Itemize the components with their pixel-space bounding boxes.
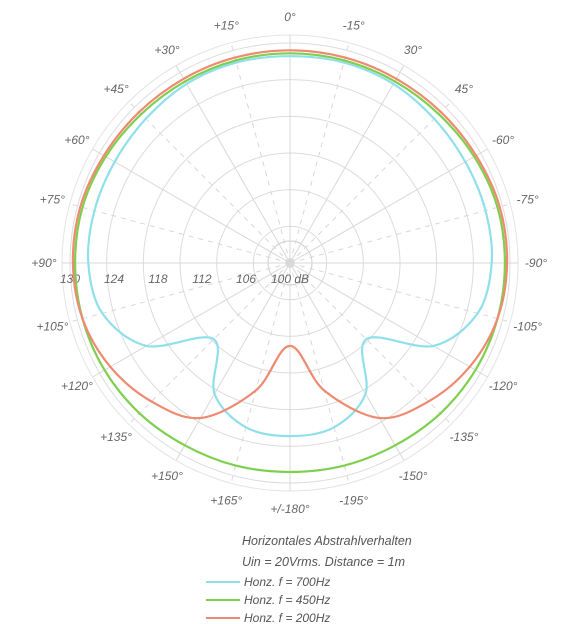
- grid-spoke: [289, 148, 488, 264]
- angle-label: 0°: [284, 10, 296, 24]
- angle-label: +15°: [214, 18, 239, 32]
- angle-label: -90°: [525, 256, 547, 270]
- series-curves: [71, 49, 509, 474]
- angle-label: +165°: [210, 494, 242, 508]
- angle-label: 30°: [404, 43, 422, 57]
- angle-label: -150°: [399, 469, 428, 483]
- polar-grid: [61, 34, 519, 492]
- grid-spoke: [289, 42, 350, 264]
- grid-spoke: [289, 262, 511, 323]
- angle-label: +150°: [151, 469, 183, 483]
- grid-spoke: [289, 262, 405, 461]
- grid-spoke: [175, 262, 291, 461]
- angle-label: +90°: [31, 256, 56, 270]
- legend: Honz. f = 700Hz Honz. f = 450Hz Honz. f …: [206, 575, 330, 624]
- angle-label: +45°: [103, 82, 128, 96]
- grid-spoke: [289, 262, 350, 484]
- angle-label: 45°: [455, 82, 473, 96]
- radial-tick-label: 130: [60, 272, 80, 286]
- radial-tick-label: 124: [104, 272, 124, 286]
- angle-label: -75°: [517, 192, 539, 206]
- angle-label: -120°: [489, 379, 518, 393]
- grid-spoke: [92, 148, 291, 264]
- angle-label: +105°: [36, 320, 68, 334]
- grid-spoke: [128, 262, 291, 425]
- grid-spoke: [289, 262, 452, 425]
- radial-tick-label: 112: [192, 272, 211, 286]
- grid-spoke: [289, 203, 511, 264]
- angle-label: -195°: [339, 494, 368, 508]
- grid-spoke: [289, 65, 405, 264]
- chart-title: Horizontales Abstrahlverhalten Uin = 20V…: [242, 534, 412, 569]
- series-curve-1: [73, 52, 507, 474]
- grid-spoke: [128, 101, 291, 264]
- angle-label: -105°: [513, 320, 542, 334]
- series-curve-0: [86, 55, 494, 438]
- angle-label: +30°: [154, 43, 179, 57]
- grid-spoke: [230, 262, 291, 484]
- grid-spoke: [289, 262, 488, 378]
- title-line-2: Uin = 20Vrms. Distance = 1m: [242, 555, 405, 569]
- grid-spoke: [175, 65, 291, 264]
- legend-label-200hz: Honz. f = 200Hz: [244, 611, 330, 624]
- legend-label-450hz: Honz. f = 450Hz: [244, 593, 330, 607]
- title-line-1: Horizontales Abstrahlverhalten: [242, 534, 412, 548]
- angle-label: -60°: [492, 133, 514, 147]
- radial-tick-labels: 130 124 118 112 106 100 dB: [60, 272, 309, 286]
- grid-spoke: [69, 262, 291, 323]
- grid-spoke: [289, 101, 452, 264]
- radial-tick-label: 118: [148, 272, 167, 286]
- legend-label-700hz: Honz. f = 700Hz: [244, 575, 330, 589]
- radial-tick-label: 100 dB: [271, 272, 309, 286]
- angle-label: +120°: [61, 379, 93, 393]
- angle-label: -135°: [450, 430, 479, 444]
- angle-label: +135°: [100, 430, 132, 444]
- angle-label: +75°: [40, 192, 65, 206]
- radial-tick-label: 106: [236, 272, 256, 286]
- angle-label: +60°: [64, 133, 89, 147]
- angle-labels: 0° -15° 30° 45° -60° -75° -90° -105° -120° -135° -…: [31, 10, 547, 516]
- grid-spoke: [69, 203, 291, 264]
- grid-spoke: [92, 262, 291, 378]
- angle-label: -15°: [343, 18, 365, 32]
- grid-spoke: [230, 42, 291, 264]
- angle-label: +/-180°: [270, 502, 309, 516]
- series-curve-2: [71, 49, 509, 420]
